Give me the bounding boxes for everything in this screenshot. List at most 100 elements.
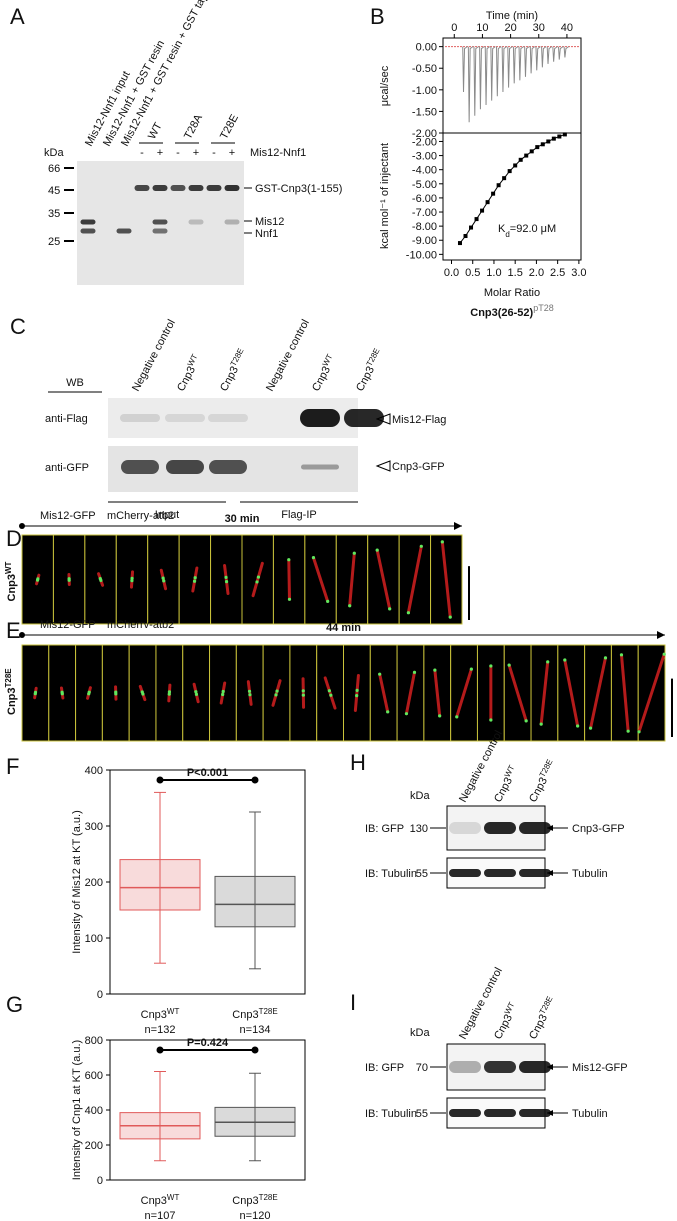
box [119, 859, 201, 911]
spindle [246, 680, 253, 706]
spindle [455, 667, 473, 719]
injection-peak [490, 46, 496, 101]
kinetochore [662, 652, 666, 656]
kinetochore [114, 692, 118, 696]
kinetochore [440, 540, 444, 544]
bracket-end [251, 1046, 259, 1054]
target-label: Mis12-Flag [392, 414, 446, 426]
kinetochore [489, 664, 493, 668]
kinetochore [355, 694, 359, 698]
spindle [348, 551, 356, 608]
band [152, 185, 168, 191]
y-tick-label: 300 [85, 821, 103, 833]
kinetochore [248, 693, 252, 697]
y-tick-label: 100 [85, 933, 103, 945]
spindle [223, 563, 230, 596]
spindle [539, 660, 550, 726]
spindle [323, 676, 337, 710]
kinetochore [539, 722, 543, 726]
kinetochore [327, 689, 331, 693]
label-base: Cnp3 [141, 1195, 167, 1207]
label-base: Cnp3(26-52) [470, 307, 533, 319]
panel-label: D [6, 526, 22, 551]
kinetochore [563, 658, 567, 662]
marker-label: 66 [48, 163, 60, 175]
band [484, 869, 516, 877]
kinetochore [348, 604, 352, 608]
x-tick-label: 1.5 [508, 267, 523, 279]
x-tick-label: 0 [451, 22, 457, 34]
label-sup: T28E [4, 668, 13, 688]
y-tick-label: 0 [97, 989, 103, 1001]
data-point [535, 145, 540, 150]
x-tick-label: Cnp3T28E [232, 1193, 277, 1208]
x-tick-label: 0.5 [465, 267, 480, 279]
band [224, 185, 240, 191]
y-tick-label: -9.00 [412, 235, 437, 247]
strain-label: Cnp3T28E [4, 668, 19, 715]
label-sub: d [505, 230, 509, 239]
kinetochore [221, 689, 225, 694]
band [209, 460, 247, 474]
band [449, 1061, 481, 1073]
injection-peak [496, 46, 502, 97]
data-point [546, 139, 551, 144]
data-point [502, 176, 507, 181]
y-tick-label: 600 [85, 1070, 103, 1082]
kinetochore [546, 660, 550, 664]
kinetochore [274, 693, 278, 697]
kinetochore [167, 692, 171, 696]
band [484, 1061, 516, 1073]
kinetochore [388, 607, 392, 611]
kinetochore [67, 578, 71, 582]
band [152, 219, 168, 225]
panel-label: F [6, 754, 19, 779]
kinetochore [194, 692, 199, 696]
y-tick-label: 0.00 [416, 42, 437, 54]
band [519, 1109, 551, 1117]
label-sup: WT [4, 561, 13, 574]
target-label: Cnp3-GFP [392, 461, 445, 473]
band [224, 219, 240, 225]
kinetochore [438, 714, 442, 718]
band [449, 1109, 481, 1117]
marker-label: 55 [416, 1108, 428, 1120]
x-tick-note: n=120 [240, 1210, 271, 1221]
arrow-head [547, 1110, 553, 1116]
kinetochore [221, 692, 225, 697]
data-point [496, 183, 501, 188]
kinetochore [60, 692, 64, 696]
marker-label: 45 [48, 185, 60, 197]
data-point [524, 153, 529, 158]
label-sup: WT [167, 1007, 180, 1016]
band-label: Mis12 [255, 216, 284, 228]
kinetochore [406, 611, 411, 615]
data-point [463, 234, 468, 239]
sign-label: + [157, 147, 163, 159]
kinetochore [455, 715, 459, 719]
band [208, 414, 248, 422]
label-sup: pT28 [533, 303, 554, 313]
data-point [551, 136, 556, 141]
row-label: IB: GFP [365, 823, 404, 835]
kinetochore [287, 558, 291, 562]
sign-label: - [176, 147, 180, 159]
spindle [589, 656, 607, 730]
band [188, 219, 204, 225]
y-axis-title: kcal mol⁻¹ of injectant [379, 143, 391, 249]
panel-label: H [350, 750, 366, 775]
band [519, 822, 551, 834]
x-tick-label: 40 [561, 22, 573, 34]
band [300, 409, 340, 427]
row-label: anti-GFP [45, 462, 89, 474]
kinetochore [35, 578, 40, 582]
box [214, 875, 296, 928]
x-tick-label: 2.0 [529, 267, 544, 279]
y-tick-label: -0.50 [412, 63, 437, 75]
y-tick-label: -5.00 [412, 179, 437, 191]
row-label: Mis12-Nnf1 [250, 147, 306, 159]
panel-label: A [10, 4, 25, 29]
y-tick-label: 200 [85, 1140, 103, 1152]
kinetochore [419, 544, 423, 548]
